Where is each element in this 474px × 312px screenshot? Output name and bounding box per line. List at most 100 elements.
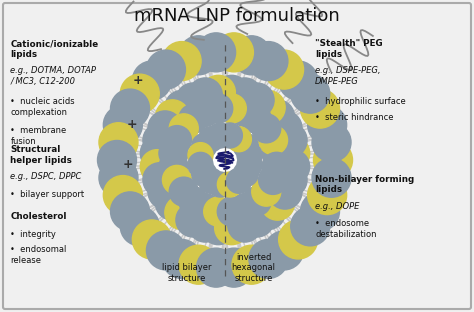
Circle shape	[103, 105, 142, 144]
Circle shape	[233, 134, 258, 158]
Circle shape	[188, 152, 213, 178]
Circle shape	[230, 97, 259, 126]
Circle shape	[249, 41, 288, 80]
Circle shape	[230, 193, 259, 222]
Circle shape	[240, 203, 274, 237]
Circle shape	[148, 111, 182, 145]
Text: +: +	[133, 74, 143, 86]
Text: e.g., DSPC, DPPC: e.g., DSPC, DPPC	[10, 172, 82, 181]
Text: e.g., DOTMA, DOTAP
/ MC3, C12-200: e.g., DOTMA, DOTAP / MC3, C12-200	[10, 66, 96, 86]
Circle shape	[249, 239, 288, 278]
Circle shape	[197, 248, 236, 287]
Circle shape	[291, 207, 330, 246]
Text: •  nucleic acids
complexation: • nucleic acids complexation	[10, 97, 75, 117]
Circle shape	[279, 61, 318, 100]
Circle shape	[201, 75, 236, 109]
Circle shape	[204, 197, 233, 226]
Circle shape	[110, 89, 149, 128]
Circle shape	[301, 89, 339, 128]
Circle shape	[120, 207, 159, 246]
Circle shape	[228, 78, 262, 112]
Circle shape	[146, 50, 185, 89]
Circle shape	[191, 161, 217, 186]
Circle shape	[268, 175, 302, 209]
Circle shape	[197, 33, 236, 72]
Circle shape	[146, 231, 185, 270]
Circle shape	[228, 208, 262, 242]
Circle shape	[165, 90, 199, 124]
Circle shape	[312, 123, 351, 162]
Circle shape	[242, 104, 271, 133]
Circle shape	[251, 90, 285, 124]
Circle shape	[179, 245, 218, 284]
Circle shape	[261, 186, 294, 220]
FancyBboxPatch shape	[3, 3, 471, 309]
Circle shape	[217, 197, 246, 226]
Circle shape	[301, 192, 339, 231]
Circle shape	[215, 211, 249, 245]
Circle shape	[276, 150, 310, 184]
Text: •  endosome
destabilization: • endosome destabilization	[315, 219, 377, 239]
Circle shape	[212, 147, 238, 173]
Circle shape	[110, 192, 149, 231]
Circle shape	[199, 168, 224, 193]
Circle shape	[262, 139, 291, 168]
Text: •  integrity: • integrity	[10, 230, 56, 239]
Text: lipid bilayer
structure: lipid bilayer structure	[163, 263, 212, 283]
Circle shape	[140, 136, 174, 170]
Circle shape	[233, 161, 258, 186]
Circle shape	[98, 140, 137, 179]
Circle shape	[143, 163, 177, 197]
Circle shape	[191, 97, 219, 126]
Circle shape	[262, 152, 291, 181]
Circle shape	[258, 126, 288, 155]
Circle shape	[204, 94, 233, 123]
Text: Cationic/ionizable
lipids: Cationic/ionizable lipids	[10, 39, 99, 59]
Text: mRNA LNP formulation: mRNA LNP formulation	[134, 7, 340, 25]
Circle shape	[208, 123, 233, 148]
Circle shape	[232, 36, 271, 75]
Circle shape	[273, 123, 307, 157]
Text: e.g., DOPE: e.g., DOPE	[315, 202, 360, 211]
Circle shape	[179, 187, 208, 216]
Circle shape	[188, 143, 213, 168]
Circle shape	[191, 134, 217, 158]
Circle shape	[313, 140, 353, 179]
Circle shape	[291, 74, 330, 113]
Text: +: +	[123, 158, 133, 170]
Circle shape	[199, 127, 224, 152]
Circle shape	[165, 196, 199, 230]
Circle shape	[188, 78, 222, 112]
Circle shape	[227, 168, 251, 193]
Circle shape	[240, 83, 274, 117]
Circle shape	[132, 220, 172, 259]
Circle shape	[242, 187, 271, 216]
Circle shape	[258, 165, 288, 194]
Circle shape	[251, 196, 285, 230]
Circle shape	[217, 94, 246, 123]
Circle shape	[218, 172, 242, 197]
Circle shape	[214, 33, 254, 72]
Circle shape	[215, 75, 249, 109]
Circle shape	[176, 83, 210, 117]
Circle shape	[132, 61, 172, 100]
Text: Structural
helper lipids: Structural helper lipids	[10, 145, 73, 165]
Text: •  membrane
fusion: • membrane fusion	[10, 126, 67, 146]
Text: •  endosomal
release: • endosomal release	[10, 245, 67, 265]
Circle shape	[120, 74, 159, 113]
Circle shape	[179, 36, 218, 75]
Text: "Stealth" PEG
lipids: "Stealth" PEG lipids	[315, 39, 383, 59]
Circle shape	[169, 177, 198, 206]
Circle shape	[162, 41, 201, 80]
Circle shape	[276, 136, 310, 170]
Circle shape	[176, 203, 210, 237]
Circle shape	[268, 111, 302, 145]
Circle shape	[308, 176, 346, 215]
Text: •  bilayer support: • bilayer support	[10, 190, 84, 198]
Circle shape	[103, 176, 142, 215]
Circle shape	[252, 177, 281, 206]
Circle shape	[148, 175, 182, 209]
Circle shape	[232, 245, 271, 284]
Circle shape	[227, 127, 251, 152]
Circle shape	[264, 50, 303, 89]
